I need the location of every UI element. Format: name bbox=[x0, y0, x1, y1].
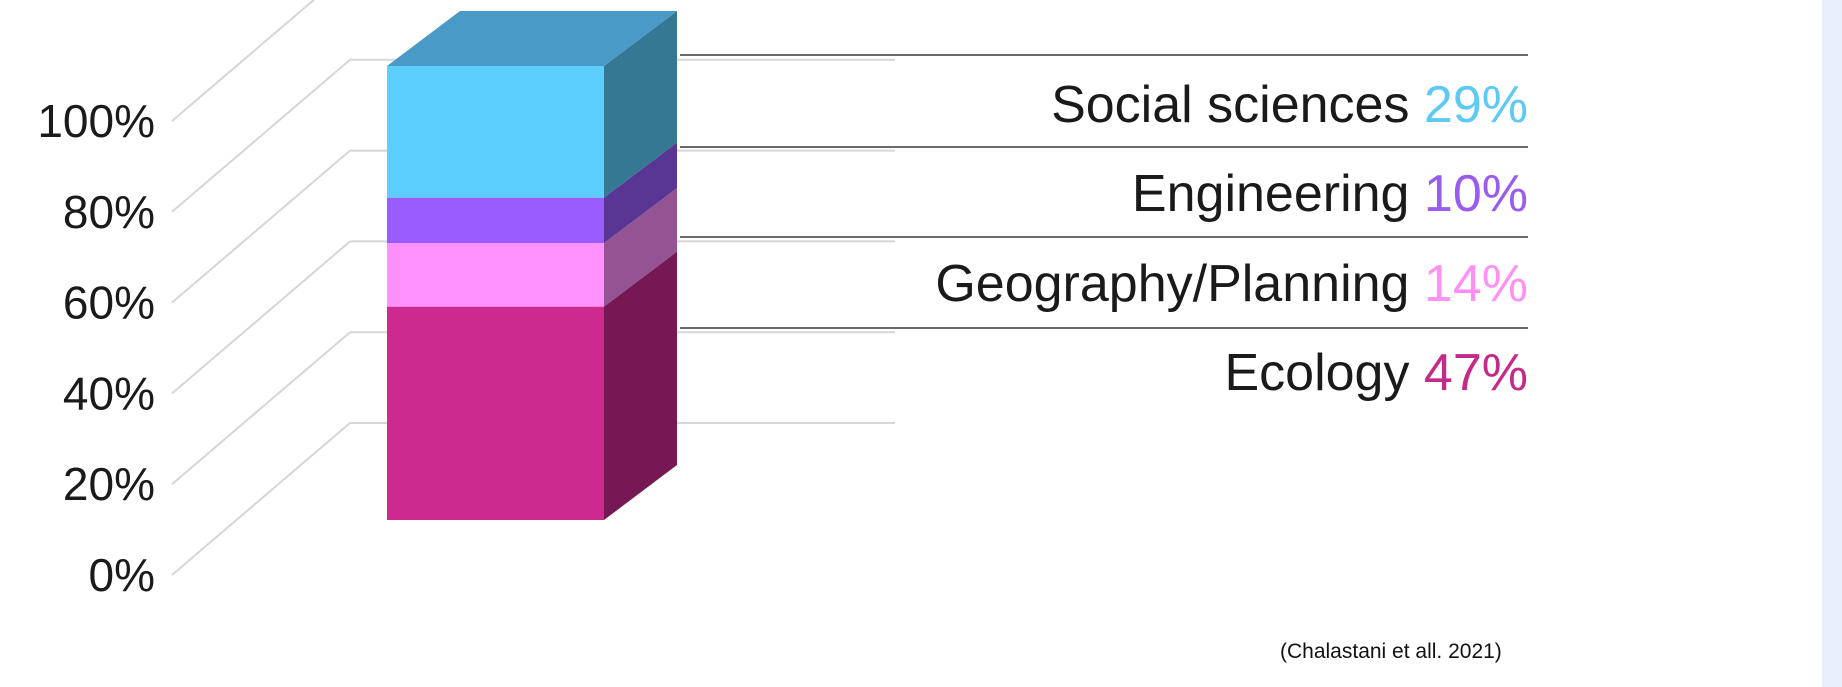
bar-segment-side bbox=[604, 188, 677, 307]
legend-series-value: 47% bbox=[1424, 344, 1528, 402]
bar-segment-front bbox=[387, 66, 604, 198]
legend-series-value: 10% bbox=[1424, 165, 1528, 223]
legend-series-value: 14% bbox=[1424, 255, 1528, 313]
legend-series-name: Ecology bbox=[1224, 344, 1423, 402]
right-edge-strip bbox=[1822, 0, 1842, 687]
bar-segment-front bbox=[387, 197, 604, 244]
bar-segment-side bbox=[604, 11, 677, 198]
grid-line bbox=[171, 240, 351, 395]
legend-entry: Ecology 47% bbox=[1224, 344, 1528, 402]
legend-series-name: Geography/Planning bbox=[935, 255, 1424, 313]
legend-entry: Geography/Planning 14% bbox=[935, 255, 1528, 313]
bar-top-face bbox=[387, 11, 677, 66]
legend-series-value: 29% bbox=[1424, 76, 1528, 134]
citation: (Chalastani et all. 2021) bbox=[1280, 640, 1502, 663]
bar-segment-front bbox=[387, 306, 604, 520]
y-tick-label: 80% bbox=[63, 186, 155, 238]
bar-segment-side bbox=[604, 251, 677, 520]
y-tick-label: 100% bbox=[37, 95, 155, 147]
bar-segments bbox=[387, 11, 677, 520]
bar-segment-front bbox=[387, 243, 604, 307]
legend-entry: Engineering 10% bbox=[1132, 165, 1528, 223]
grid-line bbox=[171, 149, 351, 304]
grid-line bbox=[171, 59, 351, 213]
legend-series-name: Social sciences bbox=[1051, 76, 1424, 134]
grid-line bbox=[171, 0, 316, 122]
bar-segment-side bbox=[604, 142, 677, 244]
legend-series-name: Engineering bbox=[1132, 165, 1424, 223]
grid-line bbox=[171, 331, 351, 485]
legend-entry: Social sciences 29% bbox=[1051, 76, 1528, 134]
y-axis-ticks: 0% 20% 40% 60% 80% 100% bbox=[37, 95, 155, 601]
y-tick-label: 40% bbox=[63, 367, 155, 419]
grid-line bbox=[171, 422, 351, 576]
y-tick-label: 60% bbox=[63, 277, 155, 329]
legend: Social sciences 29%Engineering 10%Geogra… bbox=[680, 54, 1528, 402]
y-tick-label: 0% bbox=[89, 549, 155, 601]
y-tick-label: 20% bbox=[63, 458, 155, 510]
